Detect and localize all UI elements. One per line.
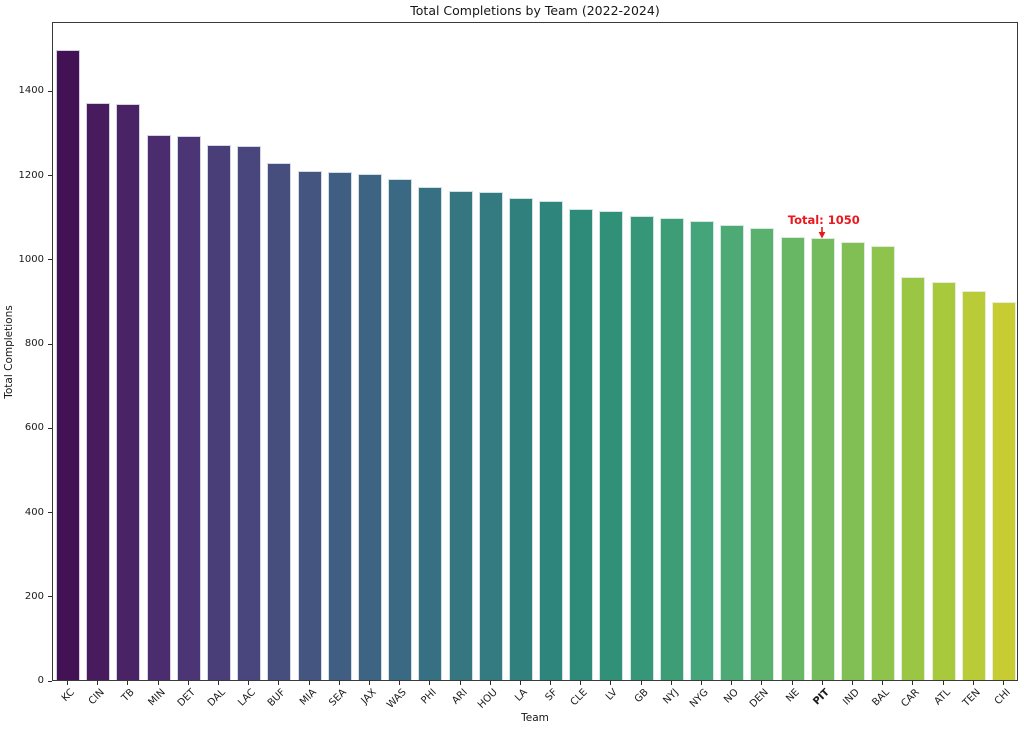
bar-lv — [599, 210, 624, 680]
x-tick-mark — [248, 681, 250, 685]
bar-nyg — [690, 220, 715, 680]
x-tick-mark — [308, 681, 310, 685]
bar-was — [388, 178, 413, 680]
bar-gb — [629, 216, 654, 680]
x-tick-mark — [610, 681, 612, 685]
y-tick-label: 200 — [24, 590, 44, 602]
x-axis-label: Team — [521, 712, 549, 724]
x-tick-mark — [731, 681, 733, 685]
bar-car — [901, 277, 926, 680]
chart-title: Total Completions by Team (2022-2024) — [410, 3, 660, 18]
y-tick-mark — [48, 175, 52, 177]
y-tick-label: 0 — [37, 675, 44, 686]
bar-cle — [569, 209, 594, 680]
bar-atl — [931, 281, 956, 680]
bar-pit — [810, 237, 835, 680]
x-tick-mark — [761, 681, 763, 685]
bar-chi — [991, 302, 1016, 680]
bar-la — [508, 198, 533, 680]
y-tick-label: 600 — [24, 422, 44, 434]
bar-lac — [237, 145, 262, 680]
x-tick-mark — [127, 681, 129, 685]
x-tick-mark — [550, 681, 552, 685]
x-tick-mark — [459, 681, 461, 685]
bar-bal — [871, 245, 896, 680]
y-axis-label: Total Completions — [3, 305, 15, 399]
annotation-down-arrow-icon — [818, 227, 826, 239]
bar-min — [146, 135, 171, 680]
x-tick-mark — [519, 681, 521, 685]
bar-ind — [840, 241, 865, 680]
bar-ari — [448, 190, 473, 680]
x-tick-mark — [851, 681, 853, 685]
x-tick-mark — [399, 681, 401, 685]
bar-mia — [297, 170, 322, 680]
bar-dal — [207, 144, 232, 680]
x-tick-mark — [218, 681, 220, 685]
x-tick-mark — [429, 681, 431, 685]
bar-tb — [116, 103, 141, 680]
x-tick-mark — [1002, 681, 1004, 685]
bar-phi — [418, 187, 443, 680]
bar-kc — [56, 50, 81, 680]
x-tick-mark — [278, 681, 280, 685]
x-tick-mark — [821, 681, 823, 685]
x-tick-mark — [97, 681, 99, 685]
y-tick-label: 1400 — [18, 85, 44, 97]
x-tick-mark — [187, 681, 189, 685]
bar-buf — [267, 162, 292, 680]
bar-cin — [86, 103, 111, 680]
y-tick-mark — [48, 259, 52, 261]
y-tick-mark — [48, 596, 52, 598]
x-tick-mark — [670, 681, 672, 685]
bar-ten — [961, 290, 986, 680]
bar-sf — [539, 201, 564, 680]
y-tick-mark — [48, 90, 52, 92]
bar-jax — [357, 174, 382, 680]
x-tick-mark — [640, 681, 642, 685]
bar-ne — [780, 237, 805, 680]
x-tick-mark — [791, 681, 793, 685]
bar-no — [720, 224, 745, 680]
x-tick-mark — [67, 681, 69, 685]
x-tick-mark — [157, 681, 159, 685]
bar-hou — [478, 192, 503, 680]
bar-nyj — [659, 218, 684, 680]
plot-area — [52, 22, 1018, 681]
x-tick-mark — [489, 681, 491, 685]
x-tick-mark — [882, 681, 884, 685]
y-tick-label: 800 — [24, 338, 44, 350]
x-tick-mark — [972, 681, 974, 685]
y-tick-mark — [48, 512, 52, 514]
y-tick-mark — [48, 680, 52, 682]
x-tick-mark — [338, 681, 340, 685]
bar-sea — [327, 171, 352, 680]
bar-det — [176, 135, 201, 680]
x-tick-mark — [942, 681, 944, 685]
x-tick-mark — [912, 681, 914, 685]
x-tick-mark — [701, 681, 703, 685]
x-tick-mark — [580, 681, 582, 685]
y-tick-mark — [48, 427, 52, 429]
y-tick-label: 1200 — [18, 169, 44, 181]
x-tick-mark — [368, 681, 370, 685]
bar-den — [750, 228, 775, 680]
y-tick-label: 1000 — [18, 253, 44, 265]
annotation-label: Total: 1050 — [787, 213, 860, 227]
y-tick-mark — [48, 343, 52, 345]
y-tick-label: 400 — [24, 506, 44, 518]
